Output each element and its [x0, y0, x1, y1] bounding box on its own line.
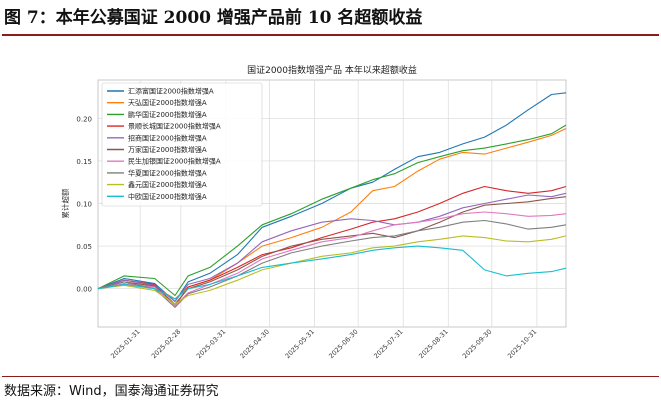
x-tick-label: 2025-06-30	[327, 328, 359, 360]
legend-label: 景顺长城国证2000指数增强A	[128, 122, 221, 131]
series-line	[97, 124, 567, 297]
legend-box	[101, 82, 263, 207]
x-tick-label: 2025-05-31	[284, 328, 316, 360]
x-tick-label: 2025-01-31	[109, 328, 141, 360]
x-tick-label: 2025-07-31	[372, 328, 404, 360]
y-axis-label: 累计超额	[60, 188, 70, 218]
x-tick-label: 2025-09-30	[461, 328, 493, 360]
y-tick-label: 0.10	[76, 201, 92, 209]
y-tick-label: 0.15	[76, 158, 92, 166]
x-tick-label: 2025-10-31	[506, 328, 538, 360]
source-rule	[2, 376, 659, 377]
y-tick-label: 0.00	[76, 286, 92, 294]
x-tick-label: 2025-04-30	[239, 328, 271, 360]
legend-label: 中欧国证2000指数增强A	[128, 192, 207, 201]
legend-label: 鑫元国证2000指数增强A	[128, 180, 207, 189]
excess-return-line-chart: 0.00 0.05 0.10 0.15 0.20 2025-01-31 2025-02-28…	[60, 64, 567, 360]
chart-title: 国证2000指数增强产品 本年以来超额收益	[247, 64, 417, 76]
legend-label: 华夏国证2000指数增强A	[128, 168, 207, 177]
chart-legend: 汇添富国证2000指数增强A 天弘国证2000指数增强A 鹏华国证2000指数增强A…	[101, 82, 263, 207]
series-line	[97, 196, 567, 305]
legend-label: 天弘国证2000指数增强A	[128, 98, 207, 107]
x-tick-label: 2025-02-28	[150, 328, 182, 360]
series-line	[97, 235, 567, 305]
x-tick-label: 2025-03-31	[195, 328, 227, 360]
legend-label: 招商国证2000指数增强A	[128, 133, 207, 142]
legend-label: 汇添富国证2000指数增强A	[128, 87, 214, 96]
legend-label: 民生加银国证2000指数增强A	[128, 157, 221, 166]
y-tick-label: 0.20	[76, 115, 92, 123]
x-tick-label: 2025-08-31	[417, 328, 449, 360]
legend-label: 鹏华国证2000指数增强A	[128, 110, 207, 119]
legend-label: 万家国证2000指数增强A	[128, 145, 207, 154]
series-line	[97, 245, 567, 300]
figure-title: 图 7：本年公募国证 2000 增强产品前 10 名超额收益	[4, 8, 423, 28]
y-tick-label: 0.05	[76, 243, 92, 251]
title-rule	[2, 34, 659, 36]
data-source-note: 数据来源：Wind，国泰海通证券研究	[4, 384, 219, 399]
series-line	[97, 219, 567, 308]
